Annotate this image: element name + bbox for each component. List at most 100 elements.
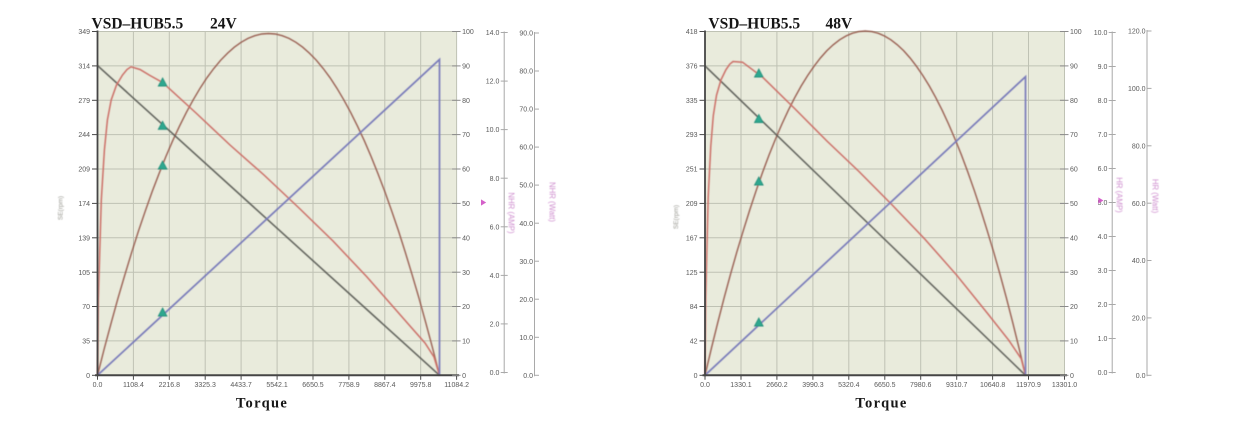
svg-text:80.0: 80.0	[519, 69, 533, 76]
svg-text:7980.6: 7980.6	[910, 382, 932, 389]
svg-text:314: 314	[78, 64, 90, 71]
svg-text:139: 139	[78, 235, 90, 242]
svg-text:60.0: 60.0	[519, 145, 533, 152]
svg-text:0: 0	[462, 373, 466, 380]
svg-text:5320.4: 5320.4	[838, 382, 860, 389]
svg-text:SE(rpm): SE(rpm)	[673, 205, 680, 229]
svg-text:Torque: Torque	[236, 396, 288, 412]
svg-text:40: 40	[1070, 235, 1078, 242]
svg-text:376: 376	[686, 64, 698, 71]
svg-text:70: 70	[1070, 132, 1078, 139]
svg-text:9310.7: 9310.7	[946, 382, 968, 389]
svg-text:10.0: 10.0	[519, 335, 533, 342]
svg-text:VSD–HUB5.5: VSD–HUB5.5	[92, 16, 184, 33]
svg-text:6650.5: 6650.5	[874, 382, 896, 389]
svg-text:279: 279	[78, 98, 90, 105]
svg-text:60: 60	[462, 167, 470, 174]
svg-text:14.0: 14.0	[486, 30, 500, 37]
svg-text:251: 251	[686, 167, 698, 174]
svg-text:10: 10	[462, 339, 470, 346]
svg-text:209: 209	[686, 201, 698, 208]
svg-text:50: 50	[1070, 201, 1078, 208]
svg-text:11084.2: 11084.2	[444, 382, 469, 389]
svg-text:60: 60	[1070, 167, 1078, 174]
svg-text:80.0: 80.0	[1132, 143, 1146, 150]
svg-text:NHR (Watt): NHR (Watt)	[548, 182, 557, 222]
svg-text:HR (Watt): HR (Watt)	[1151, 179, 1160, 214]
svg-text:70.0: 70.0	[519, 107, 533, 114]
svg-text:0.0: 0.0	[490, 370, 500, 377]
svg-text:120.0: 120.0	[1128, 29, 1146, 36]
svg-text:0.0: 0.0	[523, 373, 533, 380]
svg-text:90: 90	[1070, 64, 1078, 71]
svg-text:50: 50	[462, 201, 470, 208]
svg-text:90.0: 90.0	[519, 31, 533, 38]
svg-text:20.0: 20.0	[1132, 316, 1146, 323]
svg-text:40: 40	[462, 235, 470, 242]
svg-text:35: 35	[82, 339, 90, 346]
svg-text:244: 244	[78, 132, 90, 139]
svg-text:30: 30	[462, 270, 470, 277]
svg-text:9.0: 9.0	[1098, 64, 1108, 71]
svg-text:20.0: 20.0	[519, 297, 533, 304]
svg-text:48V: 48V	[826, 16, 854, 33]
svg-text:5.0: 5.0	[1098, 200, 1108, 207]
svg-text:1108.4: 1108.4	[123, 382, 144, 389]
svg-text:100: 100	[462, 29, 474, 36]
svg-text:40.0: 40.0	[519, 221, 533, 228]
svg-text:418: 418	[686, 29, 698, 36]
svg-text:24V: 24V	[210, 16, 238, 33]
svg-text:9975.8: 9975.8	[410, 382, 432, 389]
svg-text:Torque: Torque	[855, 396, 907, 412]
svg-text:0: 0	[1070, 373, 1074, 380]
svg-text:6.0: 6.0	[490, 224, 500, 231]
svg-text:30: 30	[1070, 270, 1078, 277]
svg-text:4.0: 4.0	[1098, 234, 1108, 241]
svg-text:293: 293	[686, 132, 698, 139]
svg-text:0.0: 0.0	[700, 382, 710, 389]
svg-text:70: 70	[82, 304, 90, 311]
svg-text:10.0: 10.0	[1094, 30, 1108, 37]
svg-text:209: 209	[78, 167, 90, 174]
svg-text:8.0: 8.0	[1098, 98, 1108, 105]
svg-text:5542.1: 5542.1	[266, 382, 288, 389]
svg-text:10640.8: 10640.8	[980, 382, 1005, 389]
svg-text:100.0: 100.0	[1128, 86, 1146, 93]
svg-text:10: 10	[1070, 339, 1078, 346]
svg-text:40.0: 40.0	[1132, 258, 1146, 265]
svg-text:0: 0	[694, 373, 698, 380]
svg-text:84: 84	[690, 304, 698, 311]
svg-text:125: 125	[686, 270, 698, 277]
svg-text:0: 0	[86, 373, 90, 380]
svg-text:2660.2: 2660.2	[766, 382, 788, 389]
svg-text:SE(rpm): SE(rpm)	[58, 196, 65, 220]
svg-text:3325.3: 3325.3	[194, 382, 216, 389]
svg-text:11970.9: 11970.9	[1016, 382, 1041, 389]
svg-text:8867.4: 8867.4	[374, 382, 396, 389]
svg-text:167: 167	[686, 235, 698, 242]
svg-text:1330.1: 1330.1	[730, 382, 752, 389]
svg-text:20: 20	[462, 304, 470, 311]
svg-text:174: 174	[78, 201, 90, 208]
svg-text:50.0: 50.0	[519, 183, 533, 190]
svg-text:2.0: 2.0	[490, 322, 500, 329]
svg-text:7758.9: 7758.9	[338, 382, 360, 389]
svg-text:349: 349	[78, 29, 90, 36]
svg-text:6.0: 6.0	[1098, 166, 1108, 173]
svg-text:4433.7: 4433.7	[230, 382, 252, 389]
svg-text:60.0: 60.0	[1132, 201, 1146, 208]
svg-text:6650.5: 6650.5	[302, 382, 324, 389]
svg-text:HR (AMP): HR (AMP)	[1115, 177, 1124, 213]
svg-text:105: 105	[78, 270, 90, 277]
svg-text:0.0: 0.0	[1136, 373, 1146, 380]
svg-text:0.0: 0.0	[1098, 370, 1108, 377]
svg-text:20: 20	[1070, 304, 1078, 311]
svg-text:80: 80	[1070, 98, 1078, 105]
svg-text:42: 42	[690, 339, 698, 346]
svg-text:100: 100	[1070, 29, 1082, 36]
svg-text:90: 90	[462, 64, 470, 71]
svg-text:80: 80	[462, 98, 470, 105]
svg-text:3.0: 3.0	[1098, 268, 1108, 275]
svg-text:30.0: 30.0	[519, 259, 533, 266]
svg-text:4.0: 4.0	[490, 273, 500, 280]
